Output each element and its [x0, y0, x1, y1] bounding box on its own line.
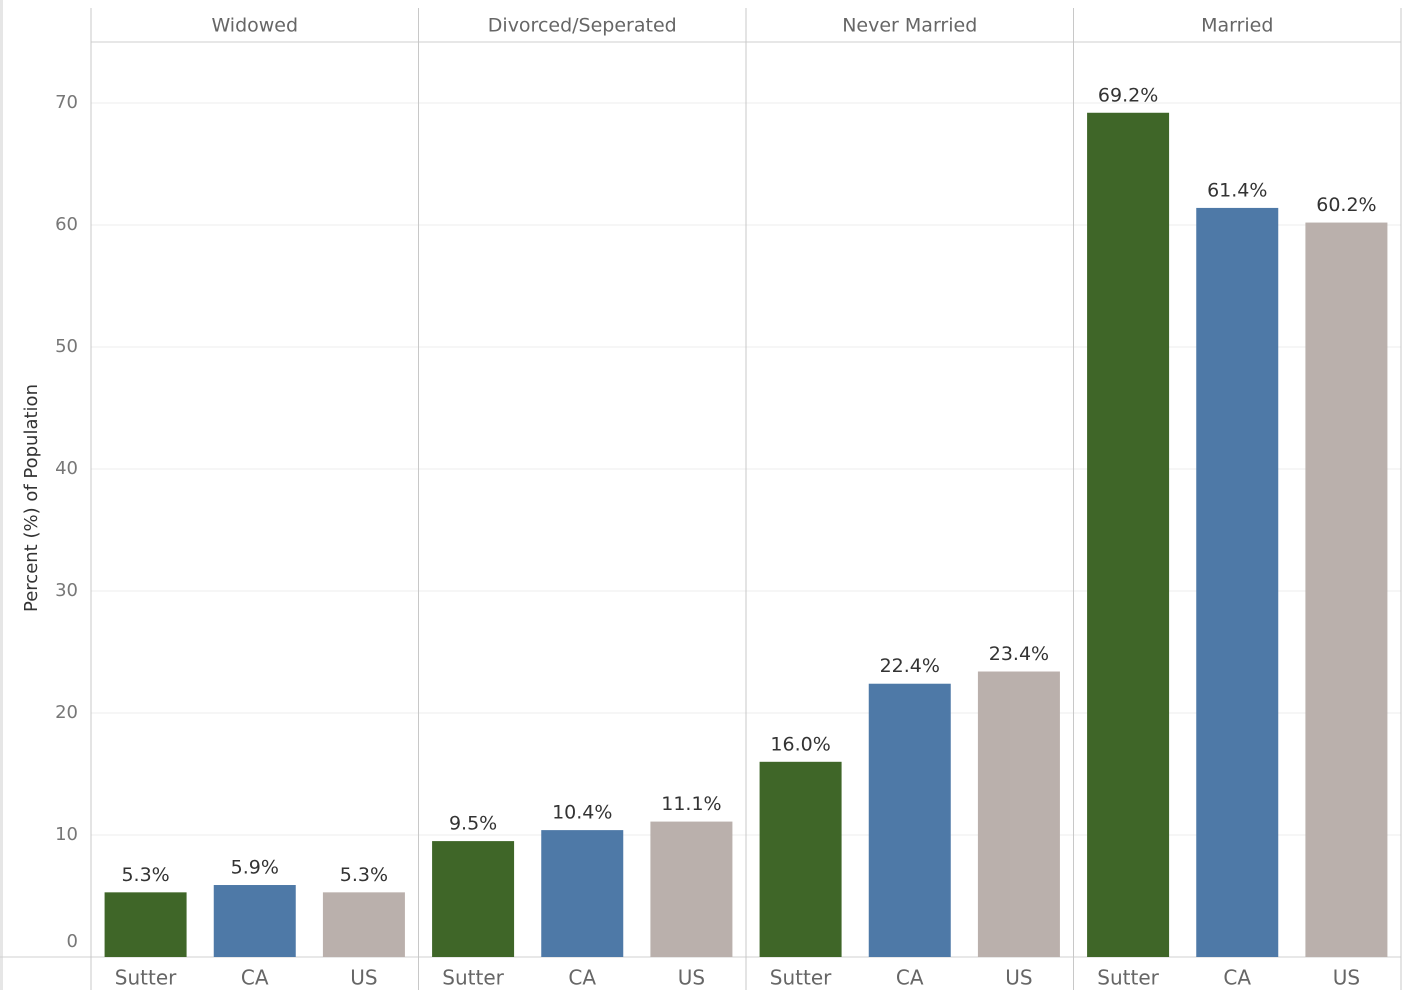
y-tick-label: 70 — [55, 92, 78, 113]
y-tick-label: 30 — [55, 580, 78, 601]
x-tick-label: Sutter — [1097, 966, 1159, 990]
y-axis-title: Percent (%) of Population — [21, 384, 42, 612]
value-label: 5.3% — [121, 864, 169, 886]
y-tick-label: 0 — [67, 931, 78, 952]
value-label: 10.4% — [552, 802, 612, 824]
bar — [1196, 207, 1279, 958]
panel-title: Married — [1201, 15, 1273, 37]
y-tick-label: 10 — [55, 824, 78, 845]
bar — [650, 821, 733, 957]
bar — [104, 892, 187, 957]
value-label: 5.3% — [340, 864, 388, 886]
bar — [1087, 112, 1170, 957]
x-tick-label: Sutter — [442, 966, 504, 990]
bar — [977, 671, 1060, 957]
x-tick-label: CA — [1223, 966, 1251, 990]
x-tick-label: Sutter — [115, 966, 177, 990]
value-label: 60.2% — [1316, 194, 1376, 216]
x-tick-label: US — [350, 966, 377, 990]
value-label: 23.4% — [989, 643, 1049, 665]
bar — [759, 761, 842, 957]
x-tick-label: US — [678, 966, 705, 990]
value-label: 69.2% — [1098, 84, 1158, 106]
value-label: 61.4% — [1207, 179, 1267, 201]
value-label: 11.1% — [661, 793, 721, 815]
value-label: 9.5% — [449, 813, 497, 835]
y-tick-label: 60 — [55, 214, 78, 235]
panel-title: Never Married — [842, 15, 977, 37]
x-tick-label: CA — [241, 966, 269, 990]
x-tick-label: US — [1005, 966, 1032, 990]
y-tick-label: 50 — [55, 336, 78, 357]
panel-title: Divorced/Seperated — [488, 15, 677, 37]
bar — [432, 841, 515, 957]
bar — [322, 892, 405, 957]
x-tick-label: US — [1333, 966, 1360, 990]
panel-title: Widowed — [211, 15, 298, 37]
value-label: 22.4% — [880, 655, 940, 677]
value-label: 16.0% — [770, 733, 830, 755]
bar — [868, 683, 951, 957]
x-tick-label: CA — [896, 966, 924, 990]
value-label: 5.9% — [231, 857, 279, 879]
bar — [1305, 222, 1388, 957]
y-tick-label: 20 — [55, 702, 78, 723]
left-edge — [0, 0, 3, 990]
x-tick-label: Sutter — [770, 966, 832, 990]
bar — [541, 830, 624, 957]
y-tick-label: 40 — [55, 458, 78, 479]
bar — [213, 885, 296, 957]
x-tick-label: CA — [568, 966, 596, 990]
